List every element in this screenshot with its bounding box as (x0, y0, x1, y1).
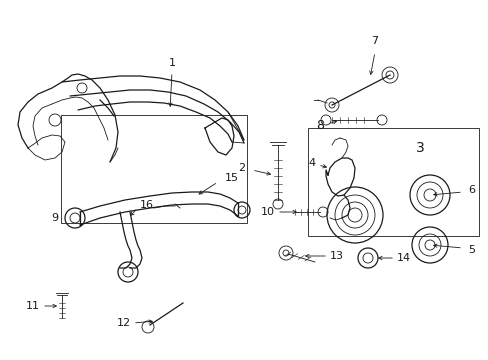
Text: 16: 16 (140, 200, 154, 210)
Text: 13: 13 (329, 251, 343, 261)
Text: 9: 9 (51, 213, 59, 223)
Text: 14: 14 (396, 253, 410, 263)
Text: 4: 4 (308, 158, 315, 168)
Text: 5: 5 (467, 245, 474, 255)
Text: 11: 11 (26, 301, 40, 311)
Text: 6: 6 (467, 185, 474, 195)
Text: 1: 1 (168, 58, 175, 68)
Bar (61, 115, 246, 223)
Text: 12: 12 (117, 318, 131, 328)
Bar (307, 128, 478, 236)
Text: 7: 7 (371, 36, 378, 46)
Text: 2: 2 (238, 163, 245, 173)
Text: 8: 8 (315, 120, 324, 132)
Text: 15: 15 (224, 173, 239, 183)
Text: 10: 10 (261, 207, 274, 217)
Text: 3: 3 (415, 141, 424, 155)
